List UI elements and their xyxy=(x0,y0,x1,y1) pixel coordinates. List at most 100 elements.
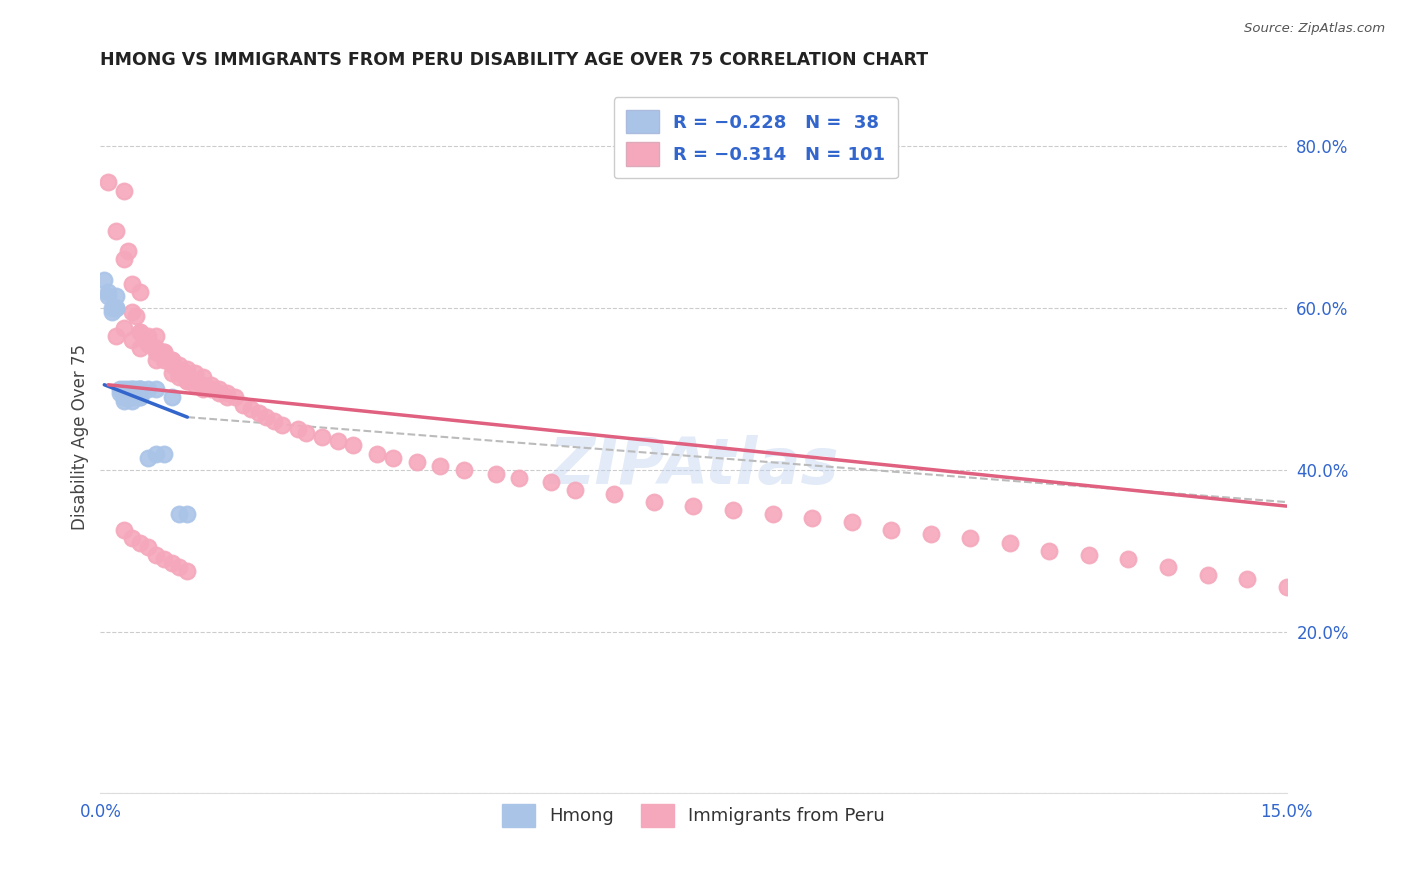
Point xyxy=(108,382,131,396)
Point xyxy=(105,329,128,343)
Point xyxy=(1077,548,1099,562)
Point xyxy=(97,176,120,190)
Point xyxy=(271,418,294,433)
Point xyxy=(366,446,388,460)
Point xyxy=(112,390,135,404)
Point xyxy=(1118,551,1140,566)
Point xyxy=(1038,543,1060,558)
Point xyxy=(145,548,167,562)
Point xyxy=(145,353,167,368)
Point xyxy=(200,382,222,396)
Point xyxy=(959,532,981,546)
Point xyxy=(880,524,903,538)
Point xyxy=(145,382,167,396)
Point xyxy=(121,390,143,404)
Point xyxy=(191,377,214,392)
Point xyxy=(145,345,167,359)
Point xyxy=(998,535,1021,549)
Point xyxy=(169,358,191,372)
Point xyxy=(200,377,222,392)
Point xyxy=(191,382,214,396)
Point xyxy=(603,487,626,501)
Point xyxy=(128,382,150,396)
Point xyxy=(125,382,148,396)
Point xyxy=(1197,567,1219,582)
Point xyxy=(841,516,863,530)
Point xyxy=(254,410,277,425)
Point xyxy=(121,532,143,546)
Point xyxy=(121,382,143,396)
Point xyxy=(682,499,704,513)
Point xyxy=(128,390,150,404)
Text: ZIPAtlas: ZIPAtlas xyxy=(548,434,839,497)
Point xyxy=(145,446,167,460)
Point xyxy=(326,434,349,449)
Point xyxy=(112,321,135,335)
Point xyxy=(160,358,183,372)
Point xyxy=(1236,572,1258,586)
Point xyxy=(97,289,120,303)
Point xyxy=(128,382,150,396)
Point xyxy=(128,342,150,356)
Point xyxy=(208,382,231,396)
Point xyxy=(176,374,198,388)
Point xyxy=(125,385,148,400)
Point xyxy=(136,333,159,347)
Point xyxy=(121,382,143,396)
Point xyxy=(405,455,427,469)
Point xyxy=(117,390,139,404)
Point xyxy=(136,329,159,343)
Point xyxy=(176,361,198,376)
Point xyxy=(169,361,191,376)
Point xyxy=(263,414,285,428)
Point xyxy=(112,184,135,198)
Point xyxy=(184,377,207,392)
Point xyxy=(184,374,207,388)
Point xyxy=(105,301,128,315)
Point xyxy=(125,309,148,323)
Point xyxy=(761,507,783,521)
Text: HMONG VS IMMIGRANTS FROM PERU DISABILITY AGE OVER 75 CORRELATION CHART: HMONG VS IMMIGRANTS FROM PERU DISABILITY… xyxy=(100,51,928,69)
Point xyxy=(97,285,120,299)
Point xyxy=(643,495,665,509)
Point xyxy=(145,342,167,356)
Point xyxy=(169,369,191,384)
Point xyxy=(176,564,198,578)
Point xyxy=(112,385,135,400)
Point xyxy=(920,527,942,541)
Y-axis label: Disability Age Over 75: Disability Age Over 75 xyxy=(72,344,89,531)
Point xyxy=(136,337,159,351)
Point xyxy=(160,366,183,380)
Point xyxy=(232,398,254,412)
Point xyxy=(160,353,183,368)
Point xyxy=(540,475,562,489)
Point xyxy=(145,329,167,343)
Point xyxy=(239,402,262,417)
Point xyxy=(152,345,174,359)
Point xyxy=(1275,580,1298,594)
Point xyxy=(128,535,150,549)
Point xyxy=(208,385,231,400)
Point xyxy=(215,390,238,404)
Point xyxy=(287,422,309,436)
Point xyxy=(121,393,143,408)
Point xyxy=(105,224,128,238)
Point xyxy=(152,353,174,368)
Point xyxy=(136,450,159,465)
Point xyxy=(121,305,143,319)
Point xyxy=(128,390,150,404)
Point xyxy=(381,450,404,465)
Point xyxy=(429,458,451,473)
Point xyxy=(121,277,143,291)
Text: Source: ZipAtlas.com: Source: ZipAtlas.com xyxy=(1244,22,1385,36)
Point xyxy=(112,390,135,404)
Point xyxy=(508,471,530,485)
Point xyxy=(121,385,143,400)
Point xyxy=(564,483,586,497)
Point xyxy=(117,382,139,396)
Point xyxy=(112,382,135,396)
Point xyxy=(191,369,214,384)
Point xyxy=(176,366,198,380)
Point xyxy=(128,325,150,339)
Point xyxy=(152,551,174,566)
